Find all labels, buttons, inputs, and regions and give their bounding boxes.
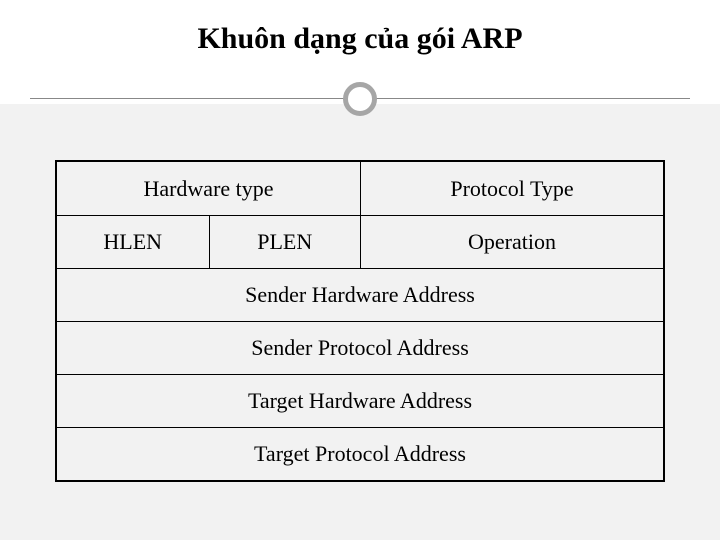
cell-sender-proto: Sender Protocol Address xyxy=(57,335,663,361)
cell-protocol-type: Protocol Type xyxy=(360,162,663,215)
table-row: Hardware type Protocol Type xyxy=(57,162,663,215)
table-row: Sender Protocol Address xyxy=(57,321,663,374)
table-row: Target Hardware Address xyxy=(57,374,663,427)
cell-target-hw: Target Hardware Address xyxy=(57,388,663,414)
cell-hardware-type: Hardware type xyxy=(57,162,360,215)
cell-sender-hw: Sender Hardware Address xyxy=(57,282,663,308)
circle-icon xyxy=(343,82,377,116)
cell-operation: Operation xyxy=(360,216,663,268)
table-row: Target Protocol Address xyxy=(57,427,663,480)
slide-title: Khuôn dạng của gói ARP xyxy=(0,0,720,66)
slide: Khuôn dạng của gói ARP Hardware type Pro… xyxy=(0,0,720,540)
table-row: Sender Hardware Address xyxy=(57,268,663,321)
cell-plen: PLEN xyxy=(209,216,361,268)
cell-hlen: HLEN xyxy=(57,216,209,268)
cell-target-proto: Target Protocol Address xyxy=(57,441,663,467)
divider xyxy=(0,74,720,124)
table-row: HLEN PLEN Operation xyxy=(57,215,663,268)
arp-packet-table: Hardware type Protocol Type HLEN PLEN Op… xyxy=(55,160,665,482)
